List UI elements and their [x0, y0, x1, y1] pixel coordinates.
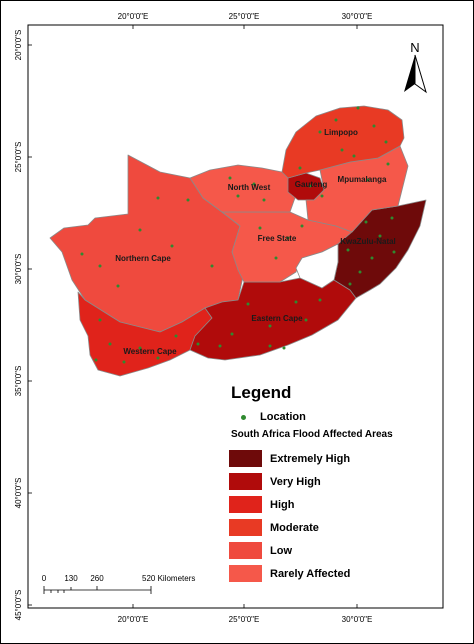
legend-swatch: [229, 565, 262, 582]
left-tick-20s: 20°0'0"S: [14, 30, 23, 61]
legend-class-row: Extremely High: [229, 447, 449, 470]
location-point-icon: [241, 414, 246, 420]
legend-class-row: Moderate: [229, 516, 449, 539]
location-points: [80, 106, 396, 364]
legend-swatch: [229, 496, 262, 513]
label-kwazulu-natal: KwaZulu-Natal: [340, 237, 396, 246]
left-tick-45s: 45°0'0"S: [14, 590, 23, 621]
legend-subtitle: South Africa Flood Affected Areas: [231, 429, 393, 440]
scale-label-260: 260: [90, 574, 104, 583]
scale-label-520: 520 Kilometers: [142, 574, 195, 583]
legend-title: Legend: [231, 383, 292, 402]
label-western-cape: Western Cape: [123, 347, 177, 356]
legend-class-label: High: [270, 498, 295, 511]
legend: Legend Location South Africa Flood Affec…: [229, 383, 449, 585]
top-tick-20e: 20°0'0"E: [118, 12, 149, 21]
province-limpopo[interactable]: [281, 105, 405, 179]
bottom-tick-30e: 30°0'0"E: [342, 615, 373, 624]
legend-class-row: Very High: [229, 470, 449, 493]
legend-swatch: [229, 542, 262, 559]
provinces: [49, 105, 427, 377]
label-limpopo: Limpopo: [324, 128, 358, 137]
label-northern-cape: Northern Cape: [115, 254, 171, 263]
top-tick-25e: 25°0'0"E: [229, 12, 260, 21]
graticule-ticks: [28, 25, 358, 608]
bottom-tick-25e: 25°0'0"E: [229, 615, 260, 624]
scale-label-130: 130: [64, 574, 78, 583]
legend-class-row: High: [229, 493, 449, 516]
top-tick-30e: 30°0'0"E: [342, 12, 373, 21]
bottom-tick-20e: 20°0'0"E: [118, 615, 149, 624]
scale-label-0: 0: [42, 574, 47, 583]
scale-bar: [43, 586, 152, 594]
label-mpumalanga: Mpumalanga: [338, 175, 387, 184]
legend-class-label: Low: [270, 544, 292, 557]
lesotho-hole: [295, 243, 339, 289]
legend-class-row: Low: [229, 539, 449, 562]
left-tick-35s: 35°0'0"S: [14, 366, 23, 397]
label-eastern-cape: Eastern Cape: [251, 314, 303, 323]
province-western-cape[interactable]: [77, 291, 213, 377]
svg-text:N: N: [410, 40, 419, 55]
legend-class-label: Rarely Affected: [270, 567, 351, 580]
map-neatline: [27, 24, 444, 609]
label-free-state: Free State: [258, 234, 297, 243]
legend-swatch: [229, 450, 262, 467]
legend-location-row: Location: [241, 411, 449, 423]
left-tick-25s: 25°0'0"S: [14, 142, 23, 173]
north-arrow-icon: N: [404, 40, 427, 94]
left-tick-40s: 40°0'0"S: [14, 478, 23, 509]
label-north-west: North West: [228, 183, 271, 192]
legend-class-label: Moderate: [270, 521, 319, 534]
legend-classes: Extremely High Very High High Moderate Low Ra…: [229, 447, 449, 585]
legend-location-label: Location: [260, 411, 306, 423]
legend-class-label: Very High: [270, 475, 321, 488]
label-gauteng: Gauteng: [295, 180, 328, 189]
left-tick-30s: 30°0'0"S: [14, 254, 23, 285]
legend-swatch: [229, 473, 262, 490]
legend-class-label: Extremely High: [270, 452, 351, 465]
legend-class-row: Rarely Affected: [229, 562, 449, 585]
legend-swatch: [229, 519, 262, 536]
